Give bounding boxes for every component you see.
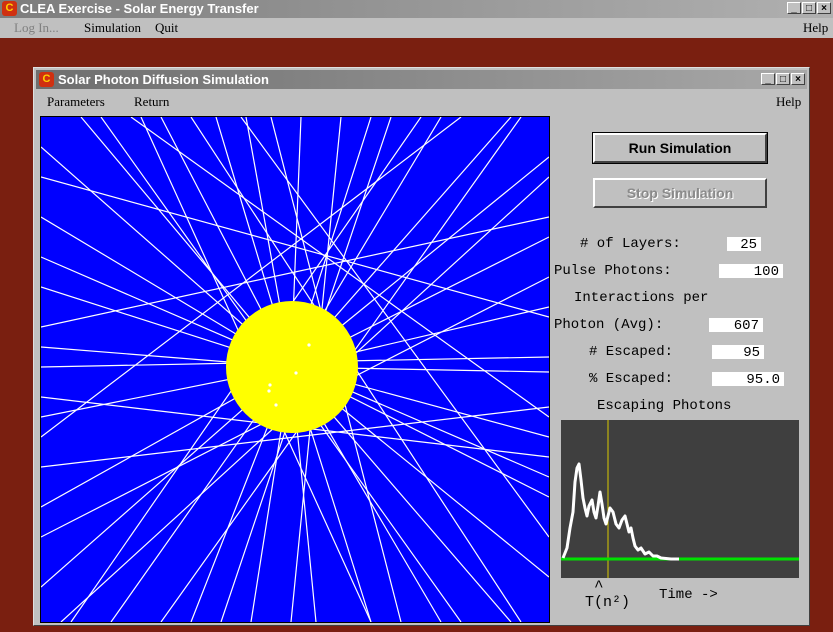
time-marker-hat: ^ <box>594 578 604 596</box>
simulation-title-bar: C Solar Photon Diffusion Simulation _ □ … <box>36 70 807 89</box>
layers-label: # of Layers: <box>580 236 681 252</box>
layers-value: 25 <box>726 236 762 253</box>
menu-help-inner[interactable]: Help <box>776 94 802 109</box>
sim-window-controls: _ □ × <box>760 73 805 85</box>
stop-simulation-button[interactable]: Stop Simulation <box>593 178 767 208</box>
menu-simulation[interactable]: Simulation <box>84 20 142 35</box>
app-window-controls: _ □ × <box>786 2 831 14</box>
clea-app-icon: C <box>2 1 17 16</box>
time-axis-label: Time -> <box>659 587 718 603</box>
escaping-photons-graph <box>561 420 799 578</box>
escaped-count-label: # Escaped: <box>589 344 674 360</box>
pulse-photons-label: Pulse Photons: <box>554 263 672 279</box>
app-menu-bar: Log In... Simulation Quit Help <box>0 18 833 38</box>
escaped-percent-label: % Escaped: <box>589 371 674 387</box>
menu-return[interactable]: Return <box>134 94 170 109</box>
simulation-title: Solar Photon Diffusion Simulation <box>58 72 269 87</box>
photon-canvas <box>40 116 550 623</box>
graph-title: Escaping Photons <box>597 398 732 414</box>
escaped-percent-value: 95.0 <box>711 371 785 388</box>
app-title-bar: C CLEA Exercise - Solar Energy Transfer … <box>0 0 833 18</box>
app-title: CLEA Exercise - Solar Energy Transfer <box>20 1 259 16</box>
escaped-count-value: 95 <box>711 344 765 361</box>
close-icon[interactable]: × <box>791 73 805 85</box>
menu-parameters[interactable]: Parameters <box>47 94 105 109</box>
run-simulation-button[interactable]: Run Simulation <box>592 132 768 164</box>
simulation-window: C Solar Photon Diffusion Simulation _ □ … <box>33 67 810 626</box>
interactions-value: 607 <box>708 317 764 334</box>
photon-rays <box>41 117 549 622</box>
menu-login[interactable]: Log In... <box>14 20 59 35</box>
interactions-label-2: Photon (Avg): <box>554 317 664 333</box>
escaping-photons-plot <box>561 420 799 578</box>
maximize-icon[interactable]: □ <box>802 2 816 14</box>
time-marker-label: T(n²) <box>585 594 631 611</box>
menu-help[interactable]: Help <box>803 20 829 35</box>
simulation-menu-bar: Parameters Return Help <box>34 91 809 113</box>
pulse-photons-value: 100 <box>718 263 784 280</box>
clea-window-icon: C <box>39 72 54 87</box>
maximize-icon[interactable]: □ <box>776 73 790 85</box>
close-icon[interactable]: × <box>817 2 831 14</box>
interactions-label-1: Interactions per <box>574 290 709 306</box>
minimize-icon[interactable]: _ <box>761 73 775 85</box>
menu-quit[interactable]: Quit <box>155 20 179 35</box>
minimize-icon[interactable]: _ <box>787 2 801 14</box>
